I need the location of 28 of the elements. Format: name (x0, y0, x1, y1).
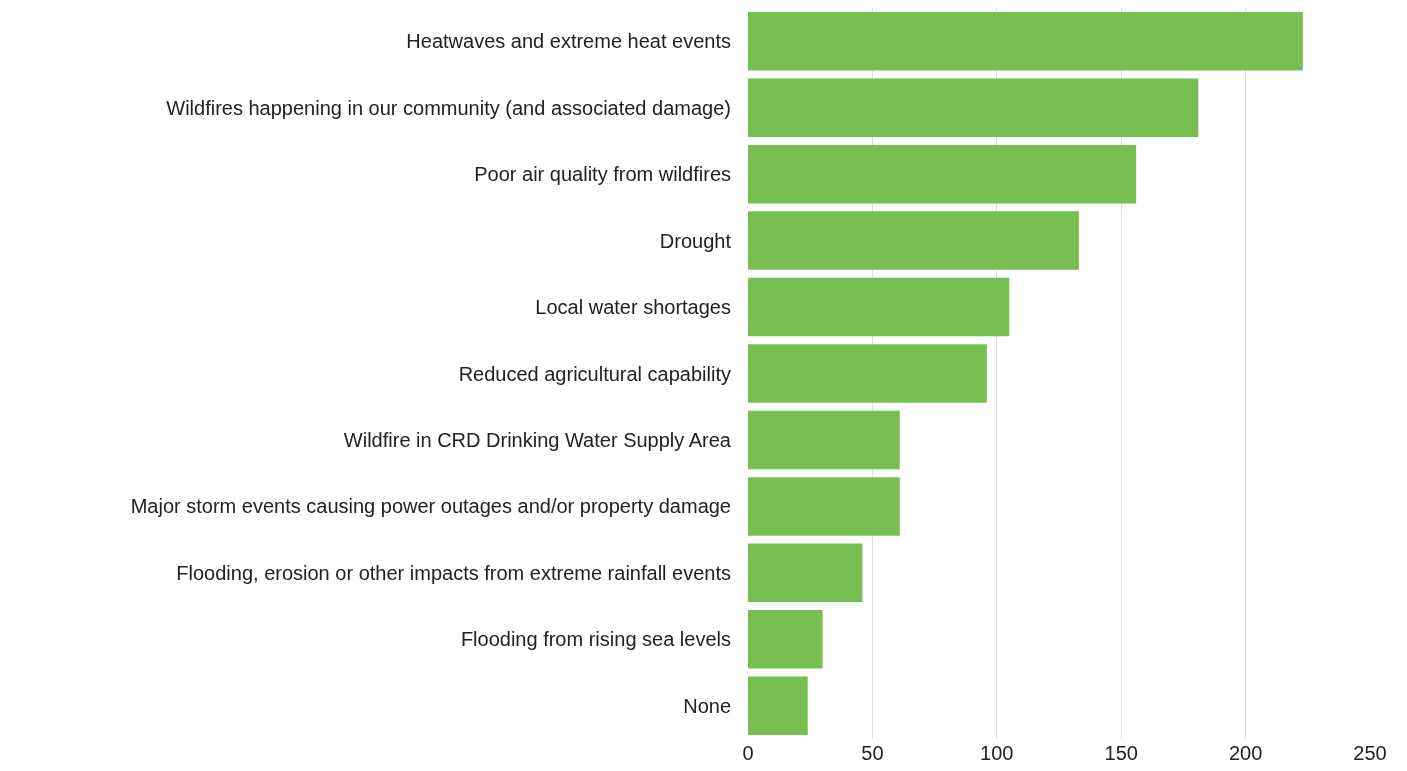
y-tick-label: None (683, 694, 731, 717)
bar (748, 344, 987, 403)
y-tick-label: Flooding from rising sea levels (460, 628, 731, 651)
bar (748, 610, 823, 669)
bar (748, 543, 863, 603)
bar (748, 477, 900, 536)
bar (748, 144, 1137, 204)
bar (748, 676, 808, 736)
bar (748, 410, 900, 470)
y-tick-label: Reduced agricultural capability (458, 362, 731, 385)
y-tick-label: Drought (659, 229, 732, 252)
bar (748, 78, 1199, 137)
y-tick-label: Flooding, erosion or other impacts from extreme rainfall events (176, 561, 731, 584)
x-tick-label: 0 (742, 742, 754, 764)
x-tick-label: 50 (861, 742, 884, 764)
y-tick-label: Major storm events causing power outages and/or property damage (130, 495, 731, 518)
bar (748, 11, 1303, 71)
x-tick-label: 150 (1104, 742, 1138, 764)
y-tick-label: Wildfire in CRD Drinking Water Supply Area (343, 428, 732, 451)
y-tick-label: Wildfires happening in our community (and associated damage) (166, 96, 731, 119)
y-tick-label: Local water shortages (535, 296, 731, 319)
x-tick-label: 100 (980, 742, 1014, 764)
x-tick-label: 200 (1228, 742, 1263, 764)
bar (748, 277, 1010, 337)
bar (748, 211, 1079, 270)
x-tick-label: 250 (1353, 742, 1387, 764)
y-tick-label: Poor air quality from wildfires (474, 163, 731, 186)
y-tick-label: Heatwaves and extreme heat events (406, 30, 731, 53)
